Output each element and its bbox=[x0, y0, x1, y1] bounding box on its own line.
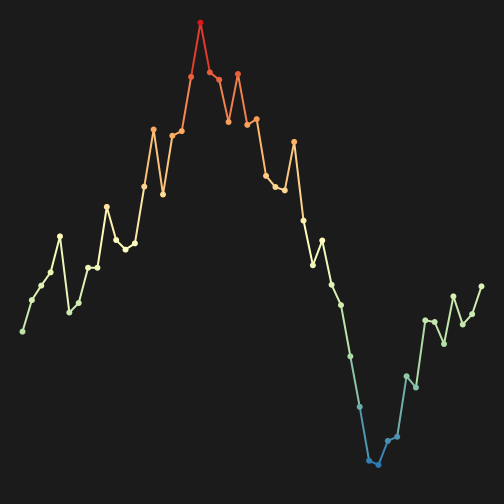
line-segment bbox=[162, 134, 174, 196]
data-point bbox=[178, 128, 185, 135]
data-point bbox=[150, 126, 157, 133]
line-segment bbox=[349, 355, 361, 408]
line-segment bbox=[339, 304, 352, 358]
data-point bbox=[272, 184, 279, 191]
data-point bbox=[366, 457, 373, 464]
line-segment bbox=[190, 21, 202, 78]
line-segment bbox=[180, 75, 193, 133]
line-segment bbox=[471, 285, 483, 316]
line-segment bbox=[377, 439, 389, 466]
data-point bbox=[478, 283, 485, 290]
data-point bbox=[113, 237, 120, 244]
line-segment bbox=[199, 21, 211, 74]
data-point bbox=[422, 317, 429, 324]
data-point bbox=[253, 116, 260, 123]
line-segment bbox=[152, 128, 165, 196]
line-segment bbox=[433, 321, 446, 345]
data-point bbox=[450, 293, 457, 300]
data-point bbox=[291, 138, 298, 145]
data-point bbox=[188, 73, 195, 80]
data-point bbox=[356, 403, 363, 410]
data-point bbox=[469, 311, 476, 318]
data-point bbox=[131, 240, 138, 247]
line-segment bbox=[77, 266, 90, 304]
line-segment bbox=[358, 405, 371, 462]
data-point bbox=[28, 297, 35, 304]
data-points bbox=[19, 19, 485, 468]
line-segment bbox=[218, 78, 230, 124]
line-segment bbox=[311, 239, 324, 267]
data-point bbox=[66, 309, 73, 316]
data-point bbox=[206, 69, 213, 76]
data-point bbox=[38, 282, 45, 289]
data-point bbox=[56, 233, 63, 240]
data-point bbox=[94, 264, 101, 271]
data-point bbox=[234, 70, 241, 77]
data-point bbox=[328, 281, 335, 288]
data-point bbox=[263, 172, 270, 179]
line-segment bbox=[321, 239, 333, 286]
data-point bbox=[403, 373, 410, 380]
data-point bbox=[459, 321, 466, 328]
line-segment bbox=[105, 205, 118, 242]
data-point bbox=[141, 183, 148, 190]
line-segment bbox=[302, 219, 314, 267]
data-point bbox=[216, 76, 223, 83]
line-segment bbox=[255, 118, 268, 177]
data-point bbox=[85, 264, 92, 271]
data-point bbox=[384, 437, 391, 444]
data-point bbox=[309, 262, 316, 269]
data-point bbox=[103, 203, 110, 210]
data-point bbox=[75, 299, 82, 306]
line-segment bbox=[58, 235, 71, 314]
data-point bbox=[47, 269, 54, 276]
line-segment bbox=[133, 185, 146, 245]
data-point bbox=[441, 340, 448, 347]
line-segment bbox=[330, 283, 342, 307]
line-segment bbox=[21, 299, 33, 333]
line-segment bbox=[283, 140, 296, 192]
line-segment bbox=[396, 375, 408, 438]
data-point bbox=[394, 433, 401, 440]
data-point bbox=[337, 302, 344, 309]
data-point bbox=[197, 19, 204, 26]
data-point bbox=[169, 132, 176, 139]
data-point bbox=[281, 187, 288, 194]
data-point bbox=[319, 237, 326, 244]
data-point bbox=[347, 353, 354, 360]
data-point bbox=[375, 461, 382, 468]
data-point bbox=[244, 121, 251, 128]
line-segment bbox=[293, 140, 305, 222]
line-segment bbox=[443, 295, 455, 345]
data-point bbox=[225, 119, 232, 126]
data-point bbox=[431, 319, 438, 326]
line-segment bbox=[143, 128, 155, 188]
line-segment bbox=[49, 235, 61, 274]
data-point bbox=[122, 246, 129, 253]
data-point bbox=[160, 191, 167, 198]
data-point bbox=[19, 328, 26, 335]
data-point bbox=[300, 217, 307, 224]
line-segment bbox=[227, 72, 239, 124]
line-segment bbox=[452, 295, 464, 326]
line-segment bbox=[236, 72, 249, 126]
line-segment bbox=[96, 205, 108, 269]
data-point bbox=[412, 384, 419, 391]
line-segment bbox=[414, 319, 427, 389]
